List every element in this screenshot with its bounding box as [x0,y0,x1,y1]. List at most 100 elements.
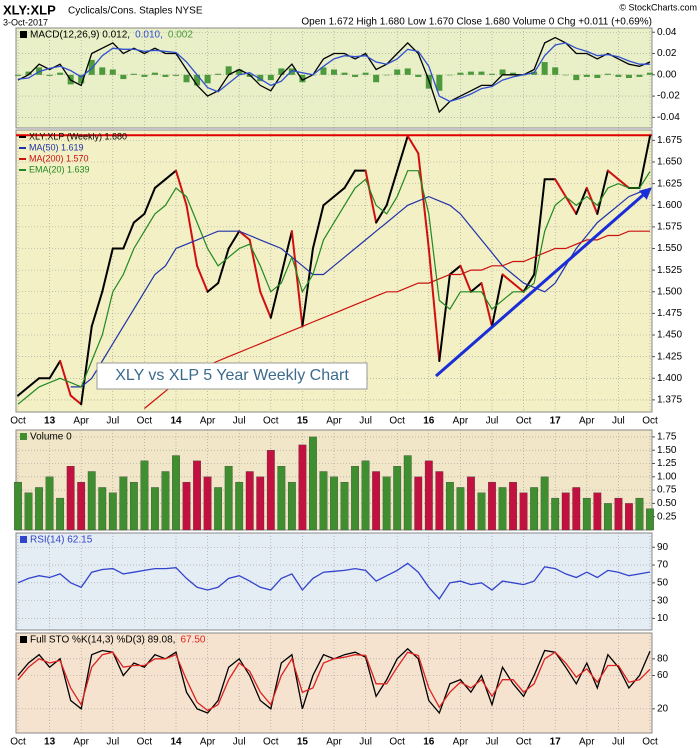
y-tick-label: 80 [657,653,669,664]
bar [214,487,223,531]
price-segment [164,169,177,181]
x-tick-label: 16 [423,737,435,748]
bar [298,444,307,531]
y-tick-label: 1.525 [657,265,682,276]
price-segment [606,169,620,181]
bar [352,74,359,77]
bar [625,74,632,78]
bar [647,72,653,75]
x-tick-label: Oct [263,416,279,427]
x-tick-label: Apr [453,416,469,427]
bar [267,74,274,81]
price-segment [238,230,251,241]
y-tick-label: 70 [657,560,669,571]
x-tick-label: 13 [44,416,56,427]
bar [246,74,253,77]
x-tick-label: Apr [73,737,89,748]
price-segment [480,282,493,328]
price-segment [564,195,578,215]
bar [330,476,338,531]
x-tick-label: Oct [642,737,658,748]
y-tick-label: 20 [657,703,669,714]
y-tick-label: 1.675 [657,135,682,146]
x-tick-label: Oct [137,416,153,427]
bar [45,476,54,531]
bar [99,67,106,75]
bar [141,74,148,77]
bar [551,497,560,531]
bar [130,73,137,75]
bar [414,476,423,531]
bar [519,492,528,531]
bar [129,481,138,531]
price-segment [417,152,430,250]
price-segment [217,247,230,285]
bar [489,73,495,75]
bar [424,460,433,531]
legend-label: XLY:XLP (Weekly) 1.680 [29,131,127,141]
bar [140,460,149,531]
bar [541,62,548,75]
bar [561,492,570,531]
bar [15,74,21,76]
bar [445,481,454,531]
x-tick-label: Apr [579,737,595,748]
x-tick-label: Apr [326,416,342,427]
line [17,170,651,405]
bar [488,481,496,531]
bar [562,74,569,76]
price-segment [227,230,241,250]
line [144,230,650,409]
x-tick-label: Oct [263,737,279,748]
bar [393,466,402,531]
bar [456,487,465,531]
bar [594,74,601,78]
price-segment [101,247,114,293]
bar [309,436,317,531]
annotation-box [96,362,368,390]
price-segment [491,273,504,328]
bar [183,74,190,83]
price-segment [17,385,30,397]
bar [225,66,232,75]
y-tick-label: 90 [657,542,669,553]
price-segment [396,135,409,172]
bar [573,74,580,81]
x-tick-label: Jul [612,416,625,427]
bar [436,74,443,91]
bar [636,74,643,77]
bar [161,471,170,531]
bar [394,69,401,75]
bar [382,476,391,531]
x-tick-label: 14 [170,737,182,748]
price-segment [311,204,325,250]
x-tick-label: Oct [516,416,532,427]
header-subtitle: Cyclicals/Cons. Staples NYSE [68,6,203,17]
bar [320,67,327,75]
bar [467,71,474,75]
bar [477,492,486,531]
bar [351,466,359,531]
header-quote: Open 1.672 High 1.680 Low 1.670 Close 1.… [301,17,652,28]
legend-swatch [20,536,27,543]
y-tick-label: 0.50 [657,498,677,509]
legend-label: 67.50 [180,635,205,646]
x-tick-label: Jul [612,737,625,748]
header-credit: © StockCharts.com [619,2,697,12]
x-tick-label: Apr [579,416,595,427]
y-tick-label: 1.75 [657,432,677,443]
bar [108,492,117,531]
y-tick-label: 1.650 [657,157,682,168]
bar [287,481,296,531]
price-segment [175,169,188,207]
bar [499,69,506,75]
y-tick-label: 1.625 [657,178,682,189]
bar [593,492,602,531]
y-tick-label: 10 [657,613,669,624]
price-segment [259,290,272,319]
x-tick-label: 13 [44,737,56,748]
x-tick-label: Apr [200,737,216,748]
bar [182,481,191,531]
legend-label: 0.010, [135,30,163,41]
price-segment [596,169,609,215]
